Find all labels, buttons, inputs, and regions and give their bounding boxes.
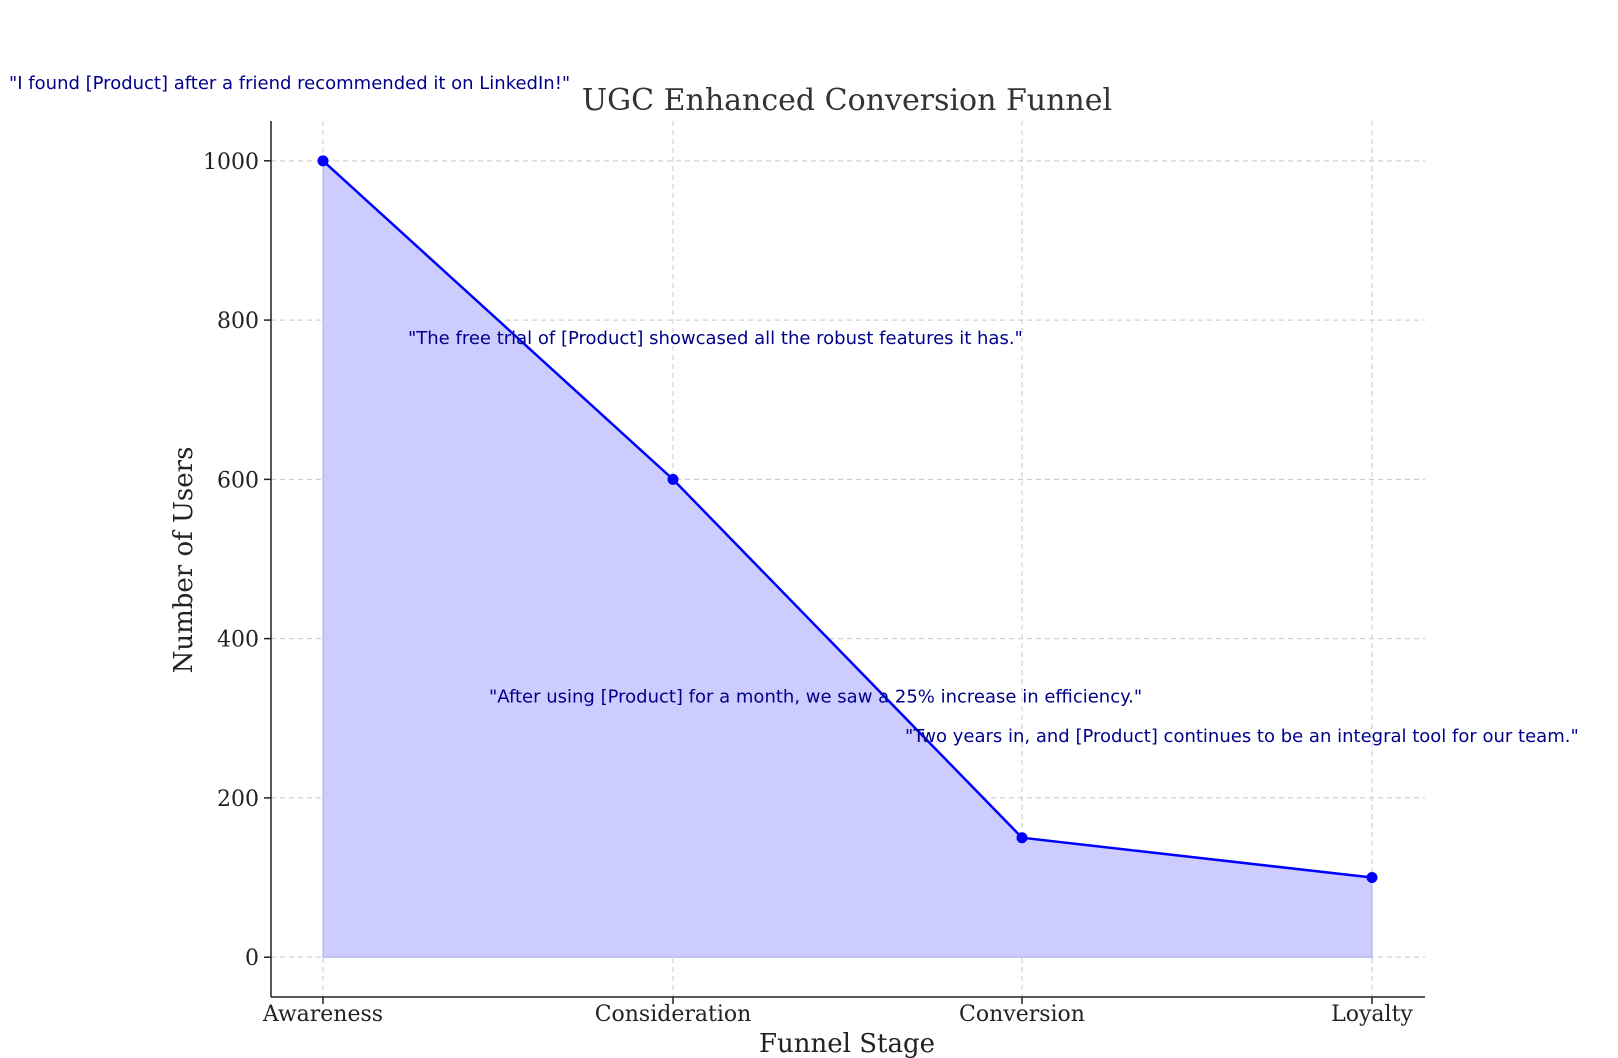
y-tick-label: 200	[217, 787, 259, 812]
tick-labels: 0 200 400 600 800 1000 Awareness Consideration C…	[203, 150, 1413, 1027]
annotations: "I found [Product] after a friend recomm…	[9, 73, 1579, 747]
data-point	[667, 473, 679, 485]
y-axis-label: Number of Users	[169, 447, 199, 674]
x-tick-label: Consideration	[595, 1002, 752, 1027]
x-tick-label: Awareness	[262, 1002, 383, 1027]
x-axis-label: Funnel Stage	[759, 1029, 935, 1058]
data-point	[317, 155, 329, 167]
area-fill	[322, 159, 1373, 958]
chart-title: UGC Enhanced Conversion Funnel	[582, 83, 1112, 118]
y-tick-label: 0	[245, 946, 259, 971]
y-tick-label: 400	[217, 628, 259, 653]
y-tick-label: 1000	[203, 150, 259, 175]
x-tick-label: Conversion	[959, 1002, 1085, 1027]
y-tick-label: 600	[217, 468, 259, 493]
data-marks	[317, 155, 1378, 884]
annotation-quote: "I found [Product] after a friend recomm…	[9, 73, 570, 94]
annotation-quote: "The free trial of [Product] showcased a…	[408, 328, 1023, 349]
y-tick-label: 800	[217, 309, 259, 334]
area-layer	[322, 159, 1373, 958]
series-line	[322, 159, 1373, 879]
x-tick-label: Loyalty	[1331, 1002, 1413, 1027]
axes	[264, 121, 1425, 1004]
annotation-quote: "Two years in, and [Product] continues t…	[905, 726, 1579, 747]
annotation-quote: "After using [Product] for a month, we s…	[489, 686, 1142, 707]
data-point	[1366, 872, 1378, 884]
data-point	[1016, 832, 1028, 844]
